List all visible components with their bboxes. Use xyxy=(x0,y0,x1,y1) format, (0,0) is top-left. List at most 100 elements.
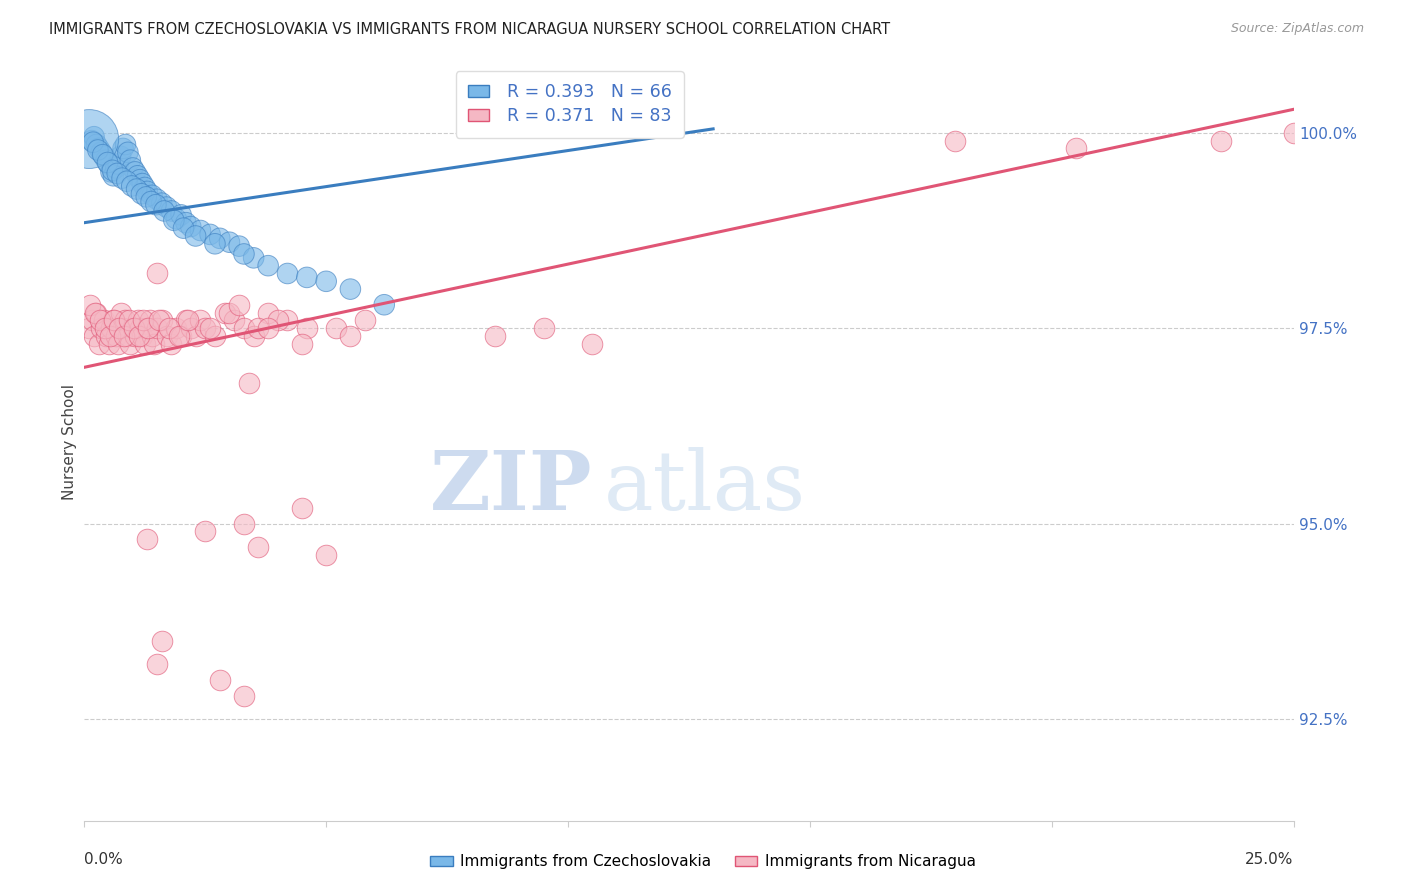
Point xyxy=(1282,126,1305,140)
Legend: Immigrants from Czechoslovakia, Immigrants from Nicaragua: Immigrants from Czechoslovakia, Immigran… xyxy=(423,848,983,875)
Point xyxy=(315,274,337,288)
Point xyxy=(90,145,112,160)
Point xyxy=(160,203,183,218)
Point xyxy=(170,208,193,222)
Point xyxy=(1064,141,1087,155)
Point xyxy=(238,376,260,390)
Point xyxy=(194,524,217,539)
Point xyxy=(155,200,177,214)
Point xyxy=(90,321,112,335)
Point xyxy=(208,673,231,687)
Point xyxy=(267,313,290,327)
Point xyxy=(146,267,169,281)
Point xyxy=(198,321,221,335)
Point xyxy=(89,313,111,327)
Point xyxy=(214,305,236,319)
Point xyxy=(132,313,155,327)
Point xyxy=(114,137,136,152)
Point xyxy=(141,329,163,343)
Point xyxy=(86,137,108,152)
Point xyxy=(107,157,129,171)
Point xyxy=(257,305,280,319)
Point xyxy=(198,227,221,242)
Point xyxy=(146,192,169,206)
Point xyxy=(218,305,240,319)
Point xyxy=(339,282,361,296)
Text: 25.0%: 25.0% xyxy=(1246,852,1294,867)
Point xyxy=(153,203,176,218)
Point xyxy=(124,329,146,343)
Point xyxy=(339,329,361,343)
Point xyxy=(103,313,125,327)
Point xyxy=(107,336,129,351)
Point xyxy=(87,336,110,351)
Point xyxy=(112,141,135,155)
Point xyxy=(117,329,139,343)
Point xyxy=(295,270,318,285)
Point xyxy=(233,321,256,335)
Point xyxy=(100,321,122,335)
Point xyxy=(93,313,115,327)
Point xyxy=(131,177,153,191)
Point xyxy=(148,313,170,327)
Point xyxy=(110,149,132,163)
Point xyxy=(83,329,105,343)
Point xyxy=(295,321,318,335)
Point xyxy=(180,321,202,335)
Point xyxy=(291,500,314,515)
Point xyxy=(94,153,117,168)
Point xyxy=(184,329,207,343)
Point xyxy=(84,305,107,319)
Point xyxy=(257,321,280,335)
Point xyxy=(134,336,156,351)
Point xyxy=(581,336,603,351)
Point xyxy=(82,135,104,149)
Point xyxy=(110,305,132,319)
Point xyxy=(104,161,127,175)
Point xyxy=(136,321,159,335)
Point xyxy=(83,129,105,144)
Point xyxy=(163,213,186,227)
Point xyxy=(115,174,138,188)
Point xyxy=(97,155,120,169)
Point xyxy=(165,211,187,226)
Point xyxy=(174,313,197,327)
Point xyxy=(134,180,156,194)
Point xyxy=(1209,134,1232,148)
Point xyxy=(190,313,212,327)
Point xyxy=(170,329,193,343)
Point xyxy=(114,313,136,327)
Point xyxy=(150,313,173,327)
Point xyxy=(233,247,256,261)
Point xyxy=(155,329,177,343)
Point xyxy=(103,169,125,183)
Point xyxy=(129,172,152,186)
Legend:   R = 0.393   N = 66,   R = 0.371   N = 83: R = 0.393 N = 66, R = 0.371 N = 83 xyxy=(456,71,683,137)
Point xyxy=(80,313,103,327)
Point xyxy=(129,321,152,335)
Point xyxy=(257,259,280,273)
Point xyxy=(120,336,142,351)
Text: atlas: atlas xyxy=(605,447,807,527)
Point xyxy=(111,171,134,186)
Point xyxy=(94,329,117,343)
Point xyxy=(247,321,270,335)
Point xyxy=(484,329,506,343)
Point xyxy=(208,231,231,245)
Point xyxy=(136,533,159,547)
Point xyxy=(165,321,187,335)
Point xyxy=(141,188,163,202)
Point xyxy=(135,190,157,204)
Point xyxy=(138,313,160,327)
Point xyxy=(91,147,114,161)
Point xyxy=(276,313,298,327)
Point xyxy=(79,298,101,312)
Point xyxy=(77,321,100,335)
Point xyxy=(184,229,207,244)
Point xyxy=(180,219,202,234)
Point xyxy=(139,194,162,209)
Point xyxy=(127,169,149,183)
Text: IMMIGRANTS FROM CZECHOSLOVAKIA VS IMMIGRANTS FROM NICARAGUA NURSERY SCHOOL CORRE: IMMIGRANTS FROM CZECHOSLOVAKIA VS IMMIGR… xyxy=(49,22,890,37)
Point xyxy=(533,321,555,335)
Point xyxy=(354,313,377,327)
